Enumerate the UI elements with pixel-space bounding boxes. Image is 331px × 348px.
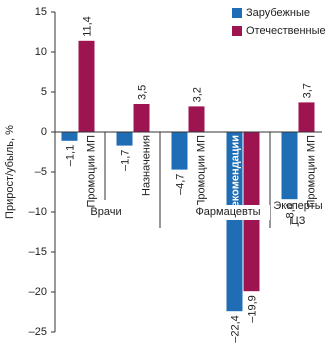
bar: [298, 102, 315, 132]
y-tick-label: –20: [29, 286, 47, 298]
group-label: Фармацевты: [186, 205, 270, 220]
value-label: –4,7: [174, 174, 186, 195]
category-label: Промоции МП: [85, 135, 97, 208]
category-label: Промоции МП: [305, 135, 317, 208]
y-tick-label: –5: [35, 166, 47, 178]
category-label: Рекомендации: [229, 135, 241, 214]
y-tick-label: –15: [29, 246, 47, 258]
y-tick-label: –10: [29, 206, 47, 218]
value-label: –1,7: [119, 150, 131, 171]
value-label: 3,7: [301, 83, 313, 98]
y-tick-label: 5: [41, 86, 47, 98]
legend-swatch: [232, 8, 242, 18]
value-label: 3,5: [136, 85, 148, 100]
bar: [281, 132, 298, 200]
legend-label: Отечественные: [246, 25, 326, 37]
bar: [78, 40, 95, 132]
value-label: –1,1: [64, 145, 76, 166]
value-label: –22,4: [229, 315, 241, 343]
group-label: Врачи: [90, 206, 122, 218]
y-tick-label: 10: [35, 46, 47, 58]
bar: [188, 106, 205, 132]
legend-label: Зарубежные: [246, 7, 310, 19]
bar: [61, 132, 78, 141]
bar: [116, 132, 133, 146]
category-label: Промоции МП: [195, 135, 207, 208]
legend-swatch: [232, 26, 242, 36]
value-label: –19,9: [246, 295, 258, 323]
value-label: 3,2: [191, 87, 203, 102]
y-tick-label: 0: [41, 126, 47, 138]
bar: [133, 104, 150, 132]
y-tick-label: 15: [35, 6, 47, 18]
y-tick-label: –25: [29, 326, 47, 338]
value-label: –8,4: [284, 203, 296, 224]
group-label: Эксперты ЦЗ: [273, 200, 323, 227]
bar: [171, 132, 188, 170]
category-label: Назначения: [140, 135, 152, 196]
y-axis-label: Прирост/убыль, %: [4, 125, 16, 219]
bar: [226, 132, 243, 312]
value-label: 11,4: [81, 16, 93, 37]
